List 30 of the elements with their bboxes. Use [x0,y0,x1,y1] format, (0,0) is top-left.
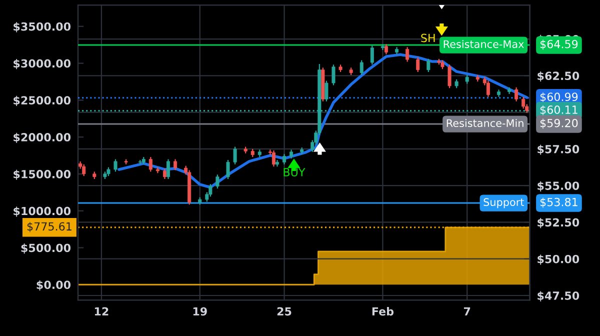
y-tick-label: $0.00 [36,280,71,290]
annotation: BUY [284,168,306,176]
y-tick-label: $1000.00 [14,206,71,217]
y2-tick-label: $57.50 [538,144,580,155]
ref-line-label: $60.99 [540,92,578,103]
ref-line-label: Resistance-Min [446,119,524,128]
y-tick-label: $3000.00 [14,59,71,70]
ref-line-label: Support [484,198,524,208]
text: $53.81 [540,198,578,208]
y2-tick-label: $55.00 [538,181,580,192]
x-tick-label: 19 [193,307,207,316]
ref-line-label: Resistance-Max [444,40,524,48]
y2-tick-label: $50.00 [538,254,580,265]
y-tick-label: $2000.00 [14,132,71,143]
x-tick-label: 7 [464,307,470,316]
y-tick-label: $1500.00 [14,170,71,180]
y2-tick-label: $62.50 [538,71,580,82]
text: $59.20 [540,118,578,129]
text: $64.59 [540,40,578,50]
ref-line-label: $775.61 [27,222,72,232]
x-tick-label: 25 [277,307,292,316]
y-tick-label: $3500.00 [14,22,71,32]
y-tick-label: $500.00 [21,244,71,254]
x-tick-label: Feb [372,306,394,316]
ref-line-label: $60.11 [540,105,578,116]
y2-tick-label: $52.50 [538,218,580,228]
x-tick-label: 12 [94,307,108,316]
y-tick-label: $2500.00 [14,96,71,106]
y2-tick-label: $47.50 [538,291,580,302]
annotation: SH [421,34,435,42]
